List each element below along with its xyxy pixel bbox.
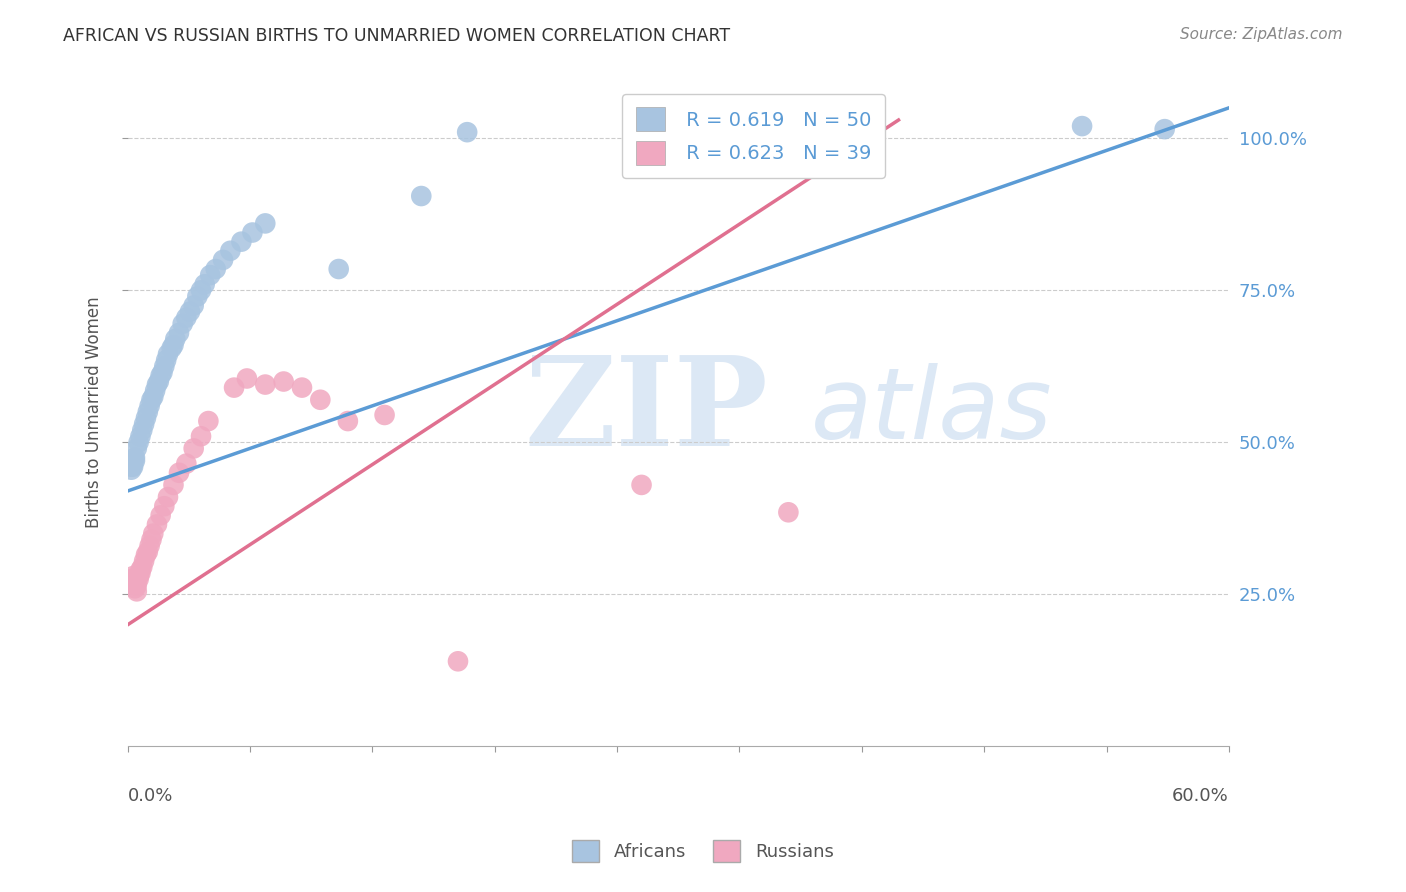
Text: AFRICAN VS RUSSIAN BIRTHS TO UNMARRIED WOMEN CORRELATION CHART: AFRICAN VS RUSSIAN BIRTHS TO UNMARRIED W… [63, 27, 730, 45]
Point [124, 582, 146, 596]
Point [149, 368, 172, 383]
Point [1071, 119, 1094, 133]
Point [122, 575, 145, 590]
Point [134, 554, 156, 568]
Point [153, 499, 176, 513]
Point [129, 563, 152, 577]
Point [128, 435, 150, 450]
Point [242, 226, 264, 240]
Point [165, 332, 187, 346]
Point [146, 517, 169, 532]
Point [131, 560, 153, 574]
Point [273, 375, 295, 389]
Point [309, 392, 332, 407]
Point [183, 298, 205, 312]
Point [176, 457, 198, 471]
Point [156, 347, 179, 361]
Point [143, 384, 166, 398]
Point [122, 459, 145, 474]
Point [186, 289, 208, 303]
Point [160, 341, 183, 355]
Point [155, 353, 177, 368]
Point [254, 377, 277, 392]
Text: ZIP: ZIP [524, 351, 768, 473]
Point [146, 377, 169, 392]
Point [125, 578, 148, 592]
Point [254, 216, 277, 230]
Point [179, 304, 201, 318]
Point [125, 584, 148, 599]
Text: 0.0%: 0.0% [128, 787, 173, 805]
Point [131, 423, 153, 437]
Legend: Africans, Russians: Africans, Russians [565, 833, 841, 870]
Text: atlas: atlas [810, 363, 1052, 460]
Point [134, 417, 156, 431]
Point [152, 365, 174, 379]
Point [124, 450, 146, 465]
Point [122, 569, 145, 583]
Text: Source: ZipAtlas.com: Source: ZipAtlas.com [1180, 27, 1343, 42]
Point [374, 408, 396, 422]
Point [194, 277, 217, 292]
Y-axis label: Births to Unmarried Women: Births to Unmarried Women [86, 296, 103, 528]
Point [1153, 122, 1175, 136]
Point [231, 235, 253, 249]
Point [176, 310, 198, 325]
Point [183, 442, 205, 456]
Point [128, 569, 150, 583]
Point [120, 459, 142, 474]
Point [328, 262, 350, 277]
Point [336, 414, 359, 428]
Point [630, 478, 652, 492]
Point [167, 326, 190, 340]
Point [162, 338, 184, 352]
Point [142, 390, 165, 404]
Point [167, 466, 190, 480]
Point [129, 429, 152, 443]
Legend:  R = 0.619   N = 50,  R = 0.623   N = 39: R = 0.619 N = 50, R = 0.623 N = 39 [621, 94, 886, 178]
Point [204, 262, 226, 277]
Point [456, 125, 478, 139]
Point [120, 463, 142, 477]
Point [222, 381, 245, 395]
Point [149, 508, 172, 523]
Point [128, 572, 150, 586]
Point [778, 505, 800, 519]
Point [236, 371, 259, 385]
Point [156, 490, 179, 504]
Point [172, 317, 194, 331]
Point [138, 399, 160, 413]
Point [138, 539, 160, 553]
Point [141, 392, 163, 407]
Point [190, 429, 212, 443]
Point [411, 189, 433, 203]
Point [153, 359, 176, 374]
Text: 60.0%: 60.0% [1173, 787, 1229, 805]
Point [197, 414, 219, 428]
Point [447, 654, 470, 668]
Point [129, 566, 152, 580]
Point [142, 526, 165, 541]
Point [190, 283, 212, 297]
Point [136, 405, 159, 419]
Point [125, 442, 148, 456]
Point [162, 478, 184, 492]
Point [122, 457, 145, 471]
Point [124, 575, 146, 590]
Point [291, 381, 314, 395]
Point [219, 244, 242, 258]
Point [135, 548, 157, 562]
Point [122, 453, 145, 467]
Point [212, 252, 235, 267]
Point [148, 375, 170, 389]
Point [120, 572, 142, 586]
Point [141, 533, 163, 547]
Point [135, 411, 157, 425]
Point [124, 453, 146, 467]
Point [136, 545, 159, 559]
Point [200, 268, 222, 282]
